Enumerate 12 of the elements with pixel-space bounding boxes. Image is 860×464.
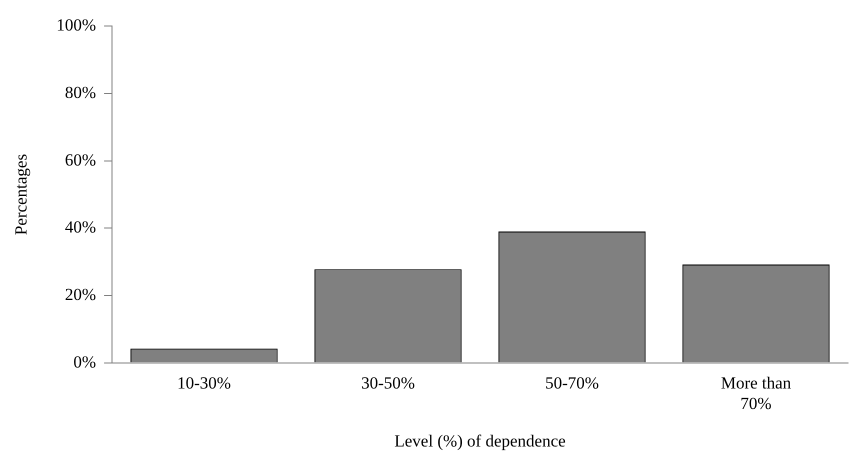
y-axis-title: Percentages — [12, 154, 31, 236]
x-tick-label: 30-50% — [361, 373, 415, 392]
y-tick-label: 20% — [64, 284, 96, 304]
y-tick-label: 0% — [73, 352, 96, 372]
y-tick-label: 80% — [64, 82, 96, 102]
x-tick-label: 10-30% — [177, 373, 231, 392]
x-tick-label: More than 70% — [720, 373, 792, 413]
x-axis-title: Level (%) of dependence — [394, 431, 566, 450]
y-tick-label: 100% — [56, 16, 96, 35]
x-tick-label: 50-70% — [545, 373, 599, 392]
y-tick-label: 40% — [64, 218, 96, 237]
y-tick-label: 60% — [64, 150, 96, 170]
